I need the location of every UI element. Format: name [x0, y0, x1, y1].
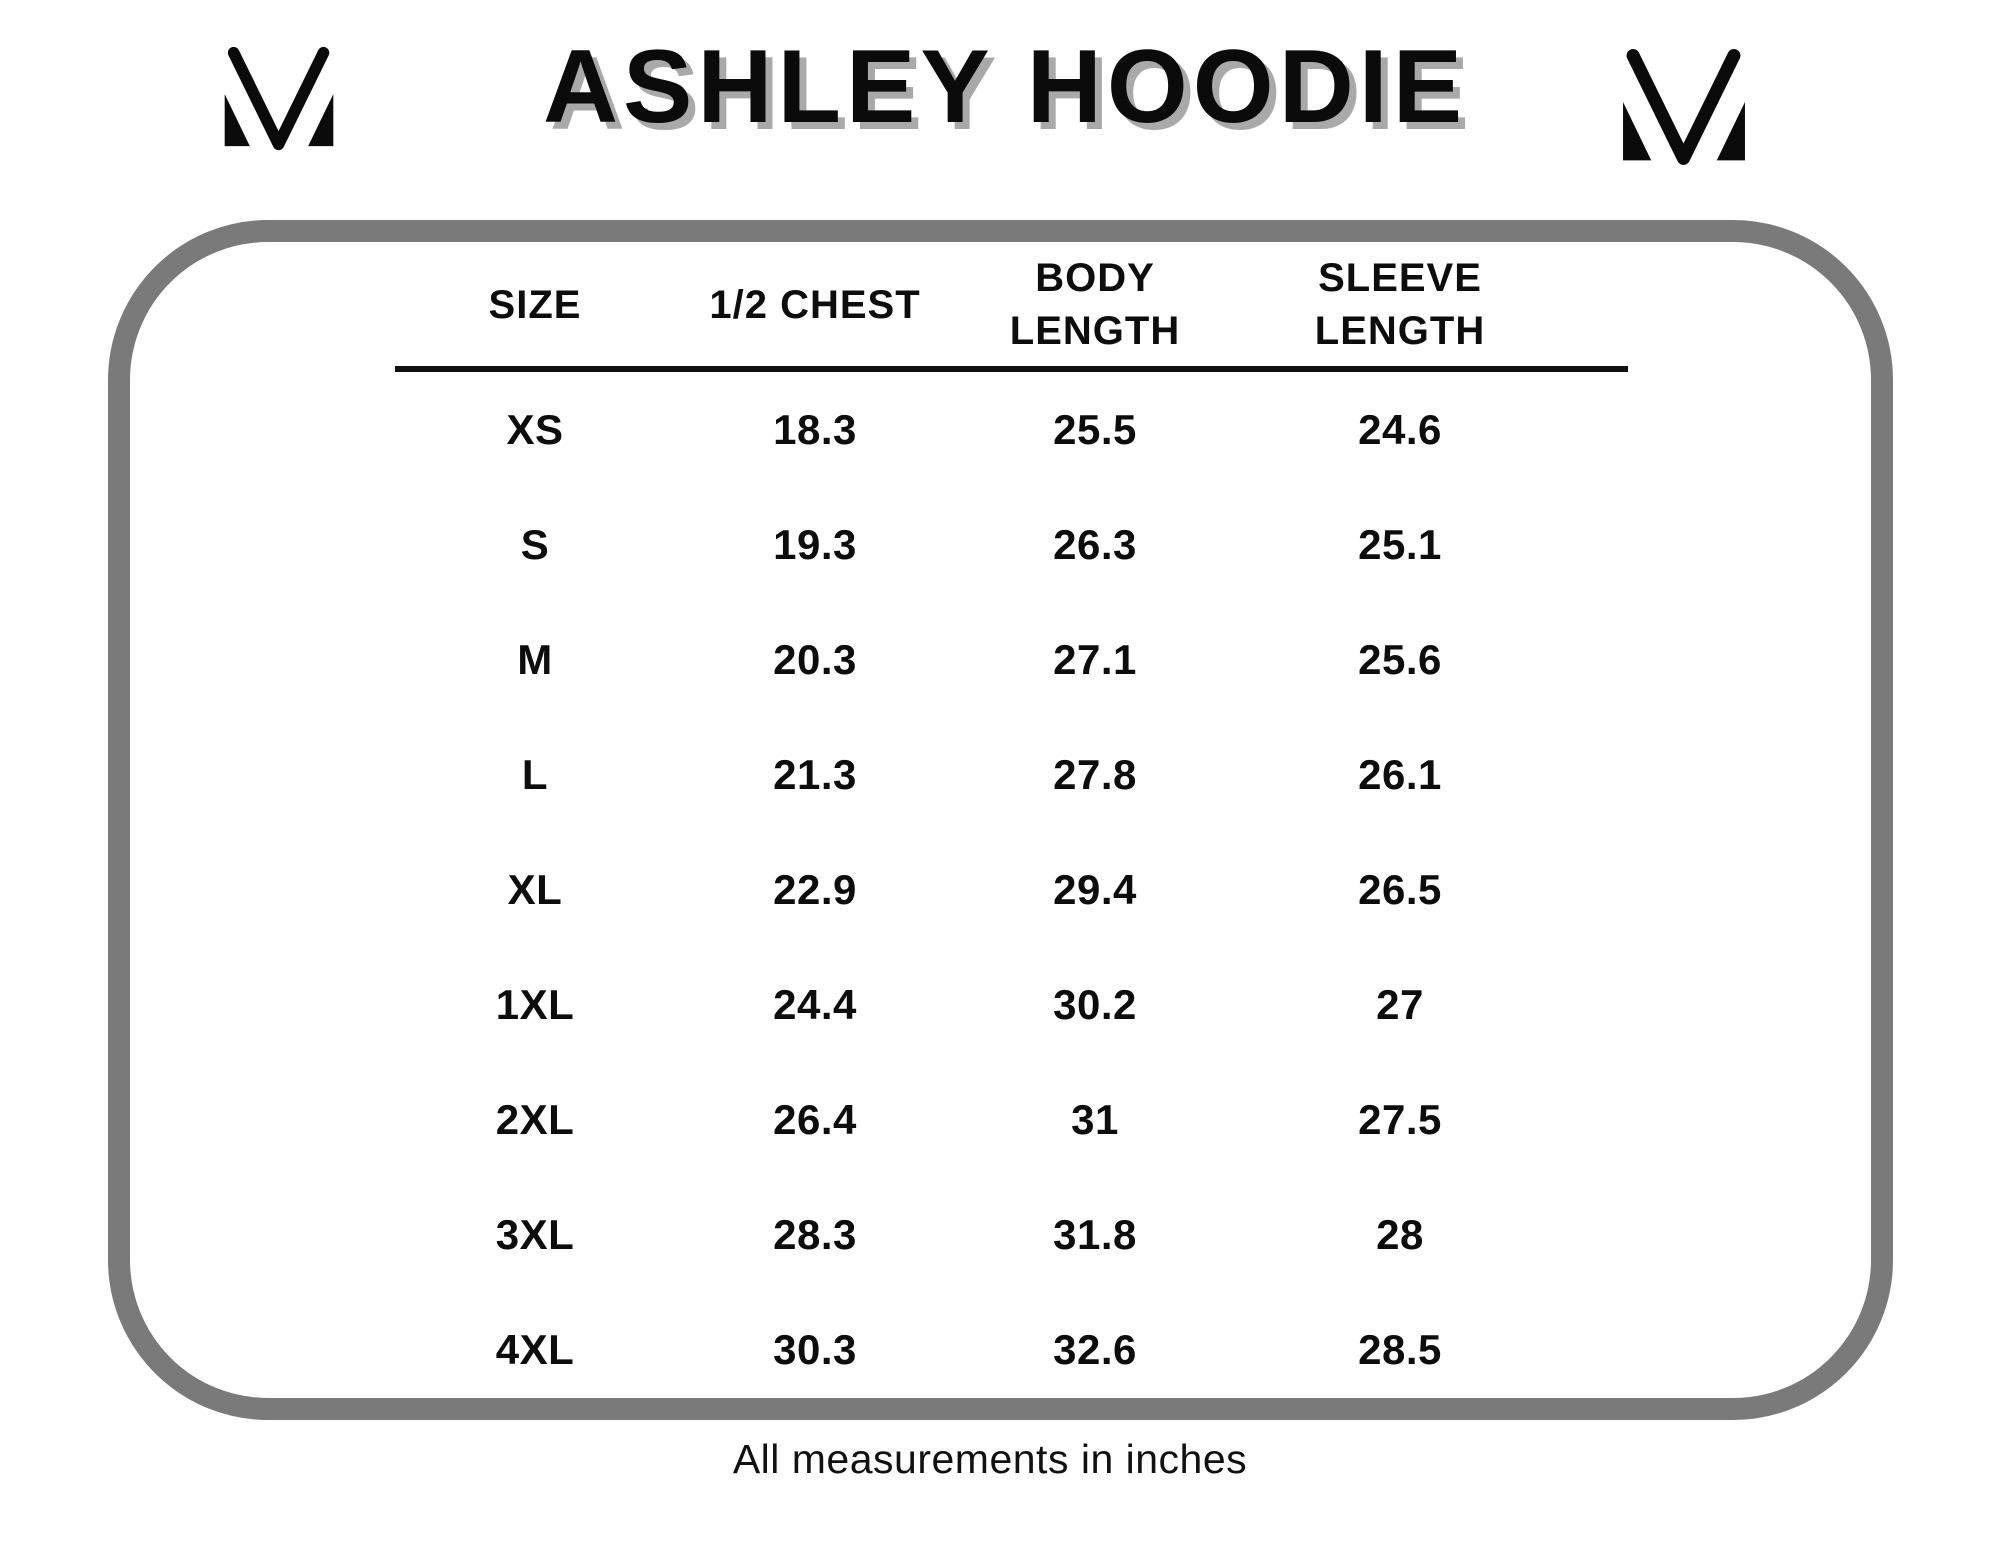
table-row: 1XL 24.4 30.2 27 [395, 947, 1628, 1062]
measurement-value: 26.1 [1358, 750, 1442, 798]
size-label: 3XL [495, 1210, 575, 1258]
measurement-value: 26.4 [773, 1095, 857, 1143]
page-title: ASHLEY HOODIE [542, 29, 1468, 145]
table-row: 3XL 28.3 31.8 28 [395, 1177, 1628, 1292]
size-label: M [517, 635, 553, 683]
size-label: XS [506, 405, 564, 453]
measurement-value: 19.3 [773, 520, 857, 568]
measurement-value: 24.6 [1358, 405, 1442, 453]
size-label: 2XL [495, 1095, 575, 1143]
measurement-value: 28.3 [773, 1210, 857, 1258]
measurement-value: 31.8 [1053, 1210, 1137, 1258]
table-row: 4XL 30.3 32.6 28.5 [395, 1292, 1628, 1407]
measurement-value: 32.6 [1053, 1325, 1137, 1373]
measurement-value: 25.5 [1053, 405, 1137, 453]
header-divider [395, 366, 1628, 372]
size-chart-panel [108, 220, 1893, 1420]
table-body: XS 18.3 25.5 24.6 S 19.3 26.3 25.1 M 20.3 27.1 25.6… [395, 372, 1628, 1407]
brand-logo-right-icon [1620, 48, 1748, 167]
measurement-value: 26.3 [1053, 520, 1137, 568]
size-label: S [520, 520, 550, 568]
column-header-sleeve-length: SLEEVE LENGTH [1314, 256, 1486, 353]
measurement-value: 30.3 [773, 1325, 857, 1373]
measurement-value: 27.1 [1053, 635, 1137, 683]
size-label: 1XL [495, 980, 575, 1028]
measurements-note: All measurements in inches [732, 1436, 1248, 1482]
measurement-value: 25.6 [1358, 635, 1442, 683]
size-chart-table: SIZE 1/2 CHEST BODY LENGTH SLEEVE LENGTH… [395, 248, 1628, 1407]
measurement-value: 25.1 [1358, 520, 1442, 568]
measurement-value: 27.5 [1358, 1095, 1442, 1143]
measurement-value: 22.9 [773, 865, 857, 913]
measurement-value: 30.2 [1053, 980, 1137, 1028]
table-row: S 19.3 26.3 25.1 [395, 487, 1628, 602]
table-row: XL 22.9 29.4 26.5 [395, 832, 1628, 947]
measurement-value: 29.4 [1053, 865, 1137, 913]
measurement-value: 18.3 [773, 405, 857, 453]
table-row: 2XL 26.4 31 27.5 [395, 1062, 1628, 1177]
measurement-value: 27.8 [1053, 750, 1137, 798]
table-header-row: SIZE 1/2 CHEST BODY LENGTH SLEEVE LENGTH [395, 248, 1628, 362]
measurement-value: 31 [1071, 1095, 1119, 1143]
measurement-value: 27 [1376, 980, 1424, 1028]
measurement-value: 24.4 [773, 980, 857, 1028]
measurement-value: 28 [1376, 1210, 1424, 1258]
column-header-half-chest: 1/2 CHEST [709, 282, 921, 327]
table-row: M 20.3 27.1 25.6 [395, 602, 1628, 717]
size-label: XL [507, 865, 563, 913]
size-label: L [521, 750, 549, 798]
measurement-value: 28.5 [1358, 1325, 1442, 1373]
measurement-value: 21.3 [773, 750, 857, 798]
size-label: 4XL [495, 1325, 575, 1373]
brand-logo-left-icon [222, 40, 336, 158]
column-header-size: SIZE [488, 282, 582, 327]
measurement-value: 20.3 [773, 635, 857, 683]
measurement-value: 26.5 [1358, 865, 1442, 913]
table-row: L 21.3 27.8 26.1 [395, 717, 1628, 832]
column-header-body-length: BODY LENGTH [1009, 256, 1181, 353]
table-row: XS 18.3 25.5 24.6 [395, 372, 1628, 487]
